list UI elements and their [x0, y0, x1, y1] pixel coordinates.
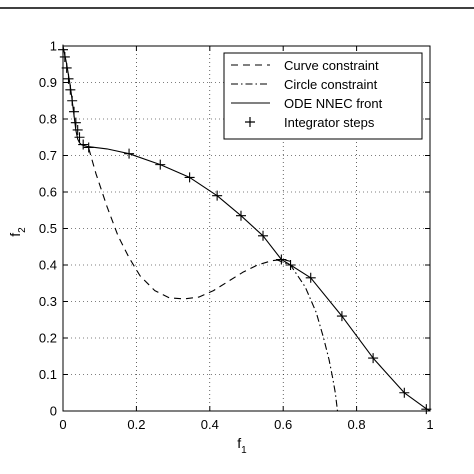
y-tick-label: 0.3 [39, 294, 57, 309]
series-line-ode-nnec-front [62, 45, 431, 412]
y-tick-label: 0.8 [39, 112, 57, 127]
y-tick-label: 0.7 [39, 148, 57, 163]
integrator-step-marker [63, 73, 74, 84]
integrator-step-marker [399, 387, 410, 398]
y-axis-label: f2 [7, 227, 28, 237]
y-tick-label: 1 [50, 39, 57, 54]
integrator-step-marker [336, 311, 347, 322]
integrator-step-marker [285, 260, 296, 270]
legend-label-ode-nnec-front: ODE NNEC front [284, 96, 383, 111]
y-tick-label: 0.6 [39, 185, 57, 200]
integrator-step-marker [59, 51, 70, 62]
y-tick-label: 0.1 [39, 367, 57, 382]
legend-swatch-integrator-steps [245, 117, 255, 127]
integrator-step-marker [69, 106, 80, 117]
integrator-step-marker [65, 84, 76, 95]
integrator-step-marker [184, 172, 195, 183]
integrator-step-marker [258, 230, 269, 241]
series-line-circle-constraint [275, 258, 339, 412]
integrator-step-marker [67, 95, 78, 106]
legend-label-integrator-steps: Integrator steps [284, 115, 375, 130]
integrator-step-marker [83, 142, 94, 153]
x-tick-label: 0 [59, 417, 66, 432]
y-tick-label: 0.4 [39, 258, 57, 273]
legend-label-curve-constraint: Curve constraint [284, 58, 379, 73]
integrator-step-marker [368, 353, 379, 364]
tick-layer: 0 0.2 0.4 0.6 0.8 1 0 0.1 0.2 0.3 0.4 0.5 0.6 0.7 0.8 0… [39, 39, 434, 433]
integrator-step-marker [70, 117, 81, 128]
x-tick-label: 0.6 [274, 417, 292, 432]
integrator-step-marker [212, 190, 223, 201]
x-tick-label: 0.4 [201, 417, 219, 432]
legend-label-circle-constraint: Circle constraint [284, 77, 378, 92]
x-tick-label: 1 [426, 417, 433, 432]
series-integrator-steps [58, 44, 432, 415]
legend: Curve constraint Circle constraint ODE N… [223, 52, 423, 140]
x-tick-label: 0.2 [127, 417, 145, 432]
integrator-step-marker [124, 148, 135, 159]
integrator-step-marker [155, 159, 166, 170]
integrator-step-marker [235, 210, 246, 221]
integrator-step-marker [74, 132, 85, 143]
y-tick-label: 0.5 [39, 221, 57, 236]
integrator-step-marker [305, 272, 316, 283]
integrator-step-marker [276, 254, 287, 265]
series-line-curve-constraint [88, 148, 291, 300]
y-tick-label: 0 [50, 404, 57, 419]
integrator-step-marker [72, 124, 83, 135]
legend-box [223, 52, 423, 140]
integrator-step-marker [78, 139, 89, 150]
x-tick-label: 0.8 [348, 417, 366, 432]
y-tick-label: 0.9 [39, 75, 57, 90]
x-axis-label: f1 [237, 435, 247, 456]
y-tick-label: 0.2 [39, 331, 57, 346]
series-layer [58, 44, 432, 415]
